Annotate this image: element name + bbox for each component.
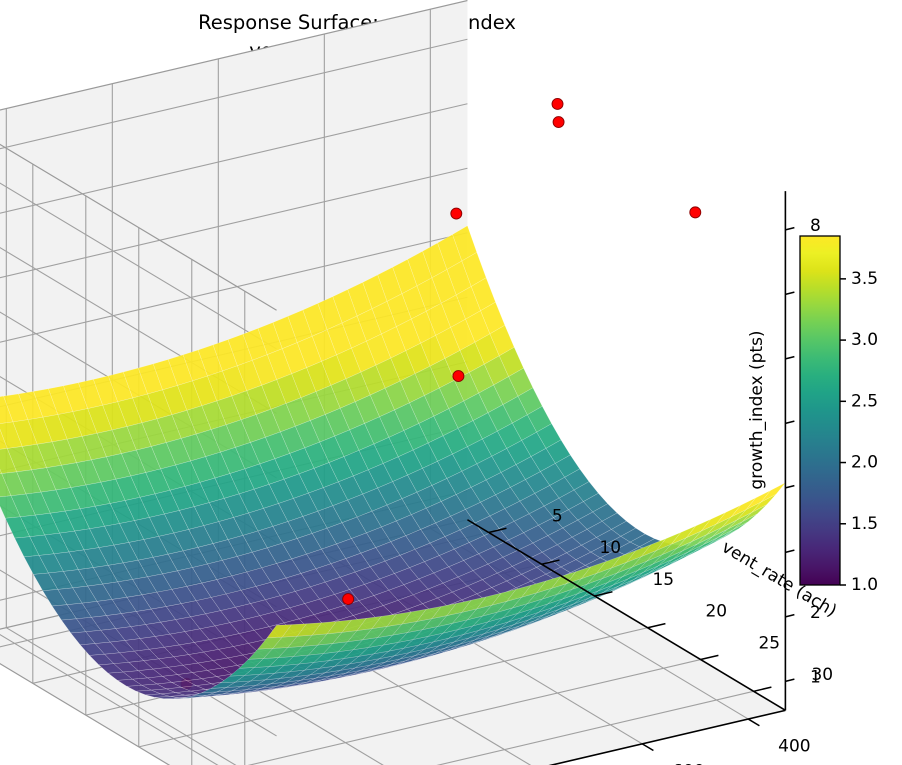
z-tick	[785, 613, 795, 618]
axes3d-scene: 510152025304006008001000120012345678vent…	[0, 0, 840, 765]
x-axis-line	[467, 519, 786, 712]
z-tick	[785, 226, 795, 231]
gridline-wallx-z	[0, 103, 468, 214]
surface-facet	[0, 473, 12, 498]
scatter-point-pt2	[452, 370, 465, 383]
gridline-wallx-z	[0, 167, 468, 279]
z-tick	[785, 484, 795, 489]
colorbar-ticks: 1.0 1.5 2.0 2.5 3.0 3.5	[840, 269, 878, 595]
surface-facet	[0, 428, 8, 450]
colorbar-tick-label: 1.5	[851, 514, 878, 534]
x-tick-label: 10	[599, 538, 621, 558]
pane-edge	[0, 662, 171, 765]
z-tick-label: 2	[810, 603, 821, 623]
gridline-floor-x	[247, 658, 701, 765]
y-axis-line	[548, 709, 786, 765]
pane-edge	[0, 143, 277, 311]
colorbar-axis-label: growth_index (pts)	[747, 330, 767, 489]
x-tick-label: 20	[705, 602, 727, 622]
z-tick	[785, 678, 795, 683]
z-tick-label: 1	[810, 667, 821, 687]
gridline-wally-z	[0, 182, 277, 350]
surface-facet	[0, 469, 2, 474]
gridline-wallx-z	[0, 38, 468, 150]
y-tick-label: 600	[672, 762, 704, 765]
pane-edge	[0, 0, 468, 111]
x-tick	[594, 591, 613, 597]
scatter-point-pt4	[552, 116, 565, 128]
scatter-point-pt6	[342, 593, 355, 606]
y-tick	[641, 743, 654, 752]
x-tick-label: 25	[758, 634, 780, 654]
colorbar-tick-label: 3.0	[851, 330, 878, 350]
x-tick-label: 15	[652, 570, 674, 590]
colorbar-tick-label: 2.0	[851, 453, 878, 473]
y-tick-label: 400	[778, 737, 810, 757]
surface-facet	[0, 395, 14, 424]
scatter-point-pt5	[689, 206, 702, 219]
z-tick	[785, 549, 795, 554]
gridline-wallx-z	[0, 232, 468, 343]
gridline-wally-z	[0, 634, 219, 765]
scatter-point-pt1	[450, 207, 463, 220]
colorbar-tick-label: 3.5	[851, 269, 878, 289]
colorbar-tick-label: 2.5	[851, 391, 878, 411]
z-tick	[785, 420, 795, 425]
x-tick	[753, 686, 772, 693]
x-tick-label: 5	[552, 506, 563, 526]
x-tick	[541, 559, 560, 565]
surface-facet	[266, 624, 292, 638]
x-tick	[700, 654, 719, 661]
scatter-points	[342, 98, 702, 606]
z-tick	[785, 291, 795, 296]
x-tick-label: 30	[811, 665, 833, 685]
x-tick	[647, 622, 666, 629]
axis-lines	[467, 191, 787, 765]
gridline-floor-y	[6, 627, 237, 765]
scatter-point-pt3	[551, 98, 564, 110]
z-tick-label: 8	[810, 216, 821, 236]
x-tick	[488, 527, 507, 534]
gridline-floor-x	[436, 690, 754, 765]
z-tick	[785, 355, 795, 360]
colorbar: 1.0 1.5 2.0 2.5 3.0 3.5 growth_index (pts)	[747, 235, 878, 595]
colorbar-tick-label: 1.0	[851, 575, 878, 595]
gridline-floor-x	[138, 627, 648, 748]
colorbar-gradient	[799, 235, 841, 586]
response-surface	[0, 225, 786, 700]
y-tick	[747, 718, 760, 727]
